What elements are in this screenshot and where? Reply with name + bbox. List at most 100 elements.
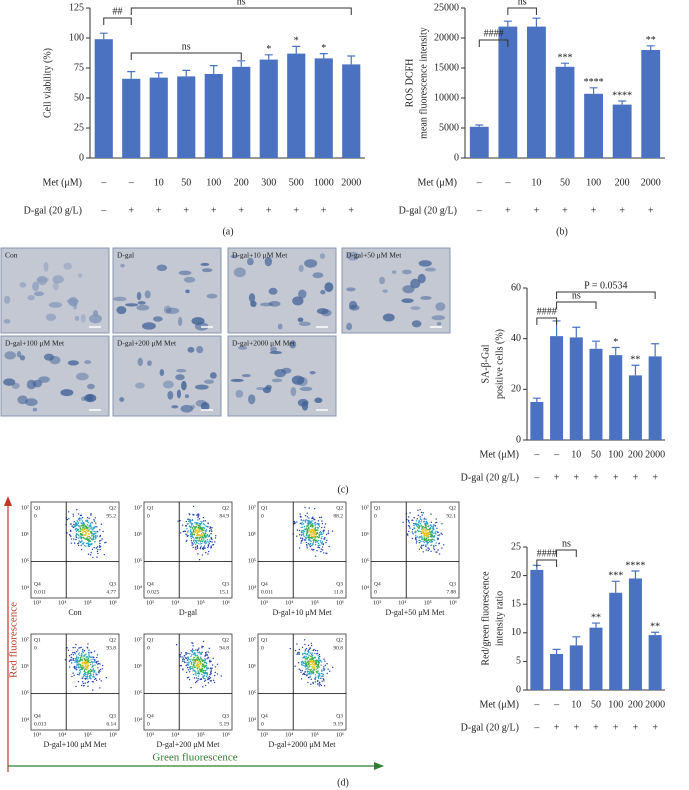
y-axis-label: intensity ratio — [494, 591, 505, 646]
flow-dot — [211, 527, 213, 529]
bracket — [556, 549, 577, 557]
flow-dot — [209, 540, 212, 543]
cell — [147, 360, 152, 366]
flow-dot — [86, 521, 89, 523]
flow-dot — [82, 667, 85, 669]
bar — [498, 26, 518, 158]
flow-dot — [428, 540, 431, 543]
flow-dot — [188, 663, 190, 665]
flow-dot — [77, 525, 80, 527]
flow-dot — [90, 538, 93, 540]
flow-dot — [74, 660, 76, 662]
flow-dot — [308, 519, 310, 522]
flow-dot — [92, 673, 95, 676]
flow-dot — [317, 677, 320, 679]
flow-dot — [314, 521, 317, 524]
flow-dot — [209, 526, 211, 528]
flow-dot — [319, 532, 321, 534]
flow-dot — [441, 523, 443, 525]
flow-dot — [321, 541, 324, 543]
flow-y-tick: 10⁵ — [134, 691, 142, 697]
flow-label: Con — [68, 608, 81, 617]
flow-dot — [308, 526, 310, 529]
flow-dot — [428, 548, 431, 550]
flow-dot — [318, 655, 321, 658]
cell — [319, 253, 326, 259]
flow-dot — [86, 537, 88, 539]
flow-dot — [87, 685, 89, 687]
flow-dot — [85, 653, 87, 656]
flow-dot — [94, 541, 96, 543]
flow-dot — [70, 538, 73, 540]
flow-dot — [193, 659, 195, 661]
flow-dot — [208, 534, 210, 537]
flow-dot — [422, 530, 425, 533]
flow-dot — [77, 528, 79, 531]
flow-dot — [419, 518, 422, 521]
flow-dot — [89, 675, 91, 678]
flow-dot — [309, 675, 311, 678]
flow-dot — [210, 529, 212, 531]
error-bar — [592, 622, 600, 628]
flow-dot — [83, 673, 85, 676]
flow-dot — [324, 523, 327, 525]
flow-dot — [87, 661, 89, 663]
x-tick-label: + — [554, 472, 560, 483]
flow-dot — [78, 513, 80, 515]
flow-label: D-gal+2000 μM Met — [268, 740, 336, 749]
flow-dot — [76, 663, 79, 666]
y-tick-label: 15 — [511, 598, 521, 609]
flow-dot — [423, 534, 425, 537]
x-tick-label: – — [553, 449, 560, 460]
flow-dot — [408, 522, 411, 524]
error-bar — [611, 346, 620, 356]
flow-dot — [420, 524, 422, 526]
flow-dot — [314, 533, 317, 535]
flow-dot — [72, 513, 74, 515]
flow-dot — [422, 527, 424, 529]
flow-dot — [311, 652, 313, 654]
cell — [304, 259, 318, 268]
bracket — [478, 39, 509, 47]
flow-dot — [430, 521, 433, 524]
y-tick-label: 125 — [69, 2, 84, 13]
flow-dot — [427, 549, 429, 552]
flow-dot — [189, 535, 192, 538]
flow-dot — [81, 534, 83, 537]
flow-dot — [434, 532, 436, 534]
flow-dot — [300, 537, 302, 539]
flow-dot — [199, 536, 202, 539]
flow-dot — [186, 535, 189, 538]
y-tick-label: 25000 — [434, 2, 459, 13]
flow-dot — [314, 677, 317, 679]
flow-dot — [80, 544, 82, 546]
flow-dot — [307, 535, 309, 538]
flow-dot — [198, 518, 201, 520]
flow-dot — [105, 541, 107, 544]
cell — [167, 390, 174, 400]
x-tick-label: 50 — [181, 177, 191, 188]
cell — [144, 290, 151, 299]
flow-dot — [72, 515, 75, 517]
flow-dot — [322, 532, 325, 534]
flow-dot — [75, 535, 77, 538]
flow-dot — [85, 668, 87, 670]
flow-dot — [180, 652, 183, 654]
flow-dot — [182, 524, 184, 526]
flow-dot — [413, 516, 415, 519]
flow-dot — [80, 548, 83, 551]
significance: ** — [591, 612, 601, 623]
flow-dot — [298, 668, 301, 670]
cell — [159, 369, 165, 377]
flow-dot — [84, 531, 87, 533]
flow-dot — [185, 671, 188, 674]
flow-dot — [83, 522, 85, 525]
flow-dot — [294, 522, 296, 525]
flow-dot — [430, 524, 432, 526]
x-tick-label: + — [652, 472, 658, 483]
flow-dot — [300, 542, 302, 544]
flow-dot — [324, 664, 327, 667]
cell — [116, 306, 127, 315]
flow-dot — [179, 664, 182, 667]
flow-dot — [432, 527, 435, 529]
